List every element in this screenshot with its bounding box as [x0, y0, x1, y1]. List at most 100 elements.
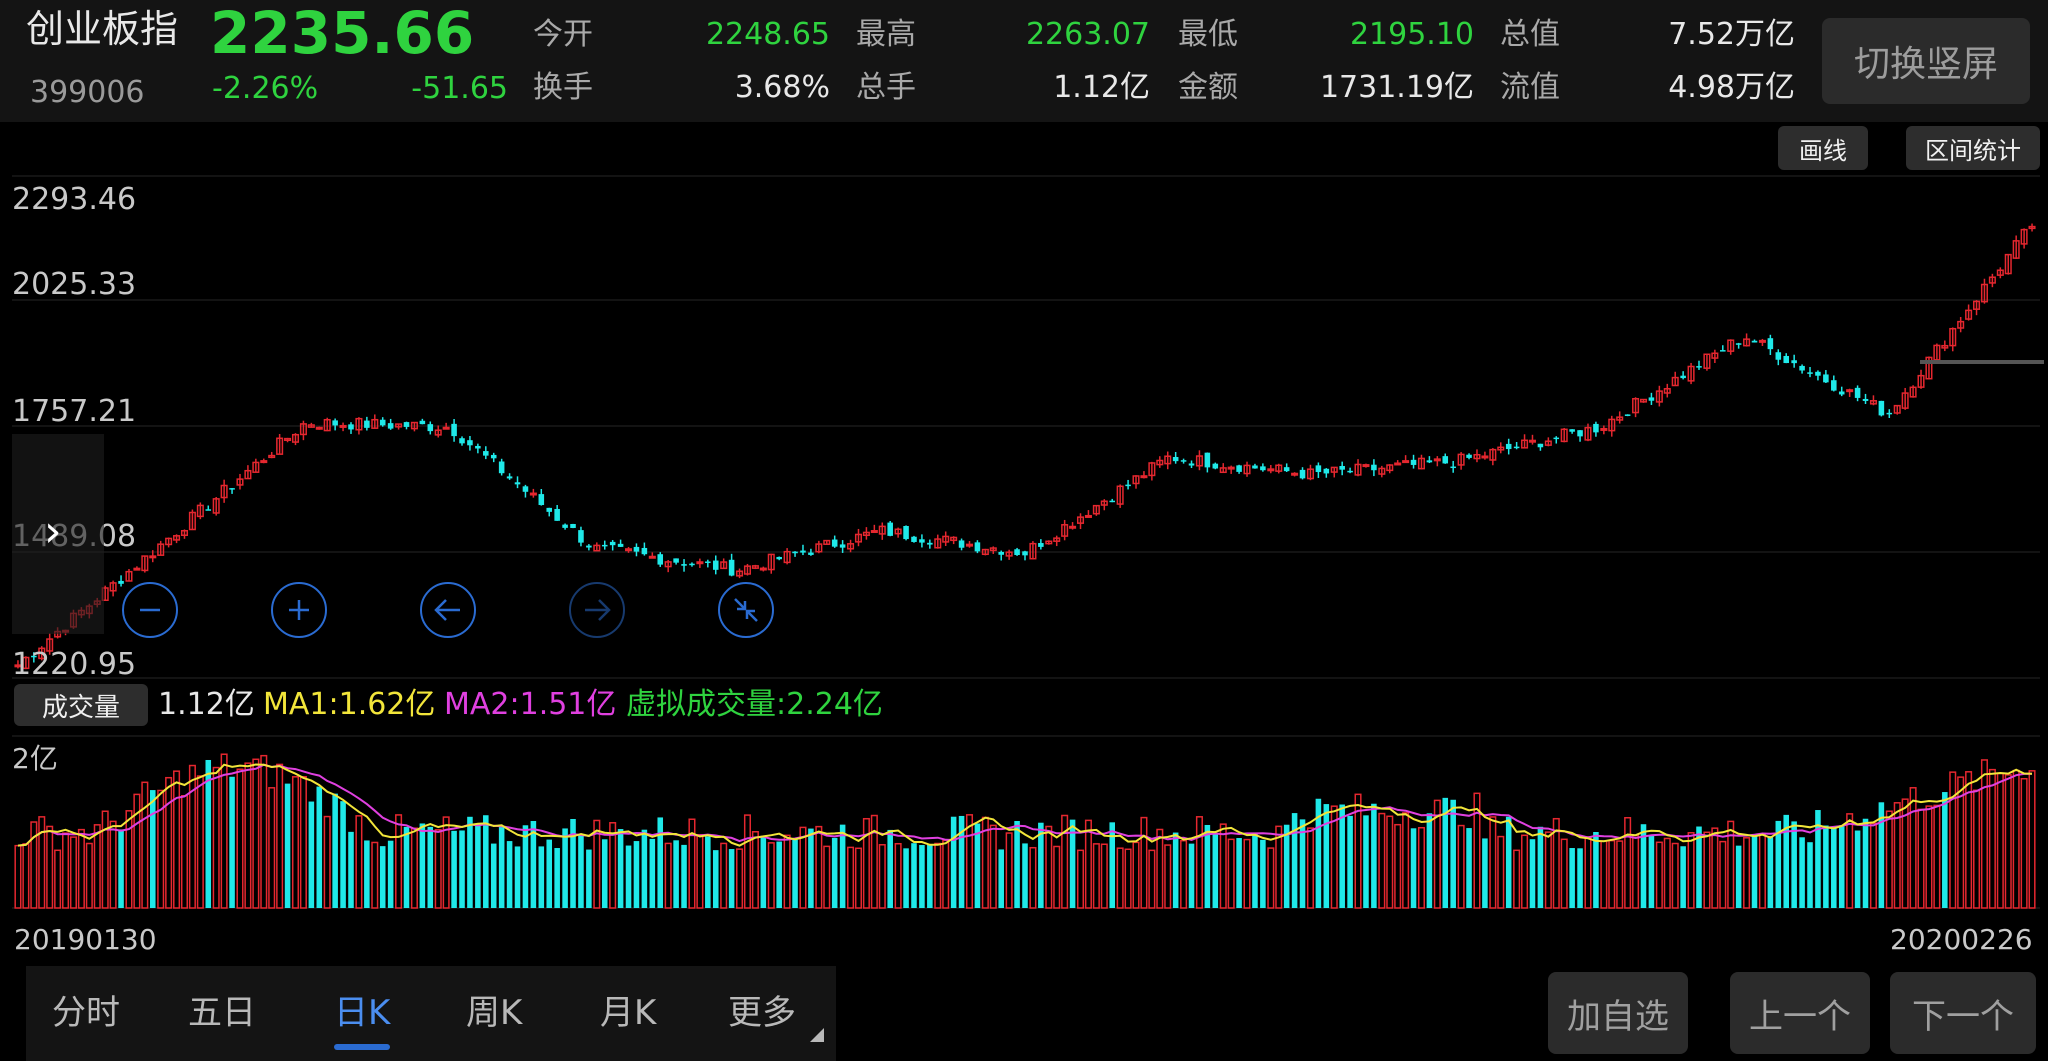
volume-bar — [712, 850, 719, 908]
volume-bar — [854, 847, 863, 909]
candle-body — [109, 582, 117, 592]
draw-line-button[interactable]: 画线 — [1778, 126, 1868, 170]
volume-bar — [475, 823, 481, 908]
volume-bar — [965, 814, 974, 909]
candle-body — [1260, 466, 1266, 471]
chevron-right-icon[interactable]: › — [44, 506, 62, 557]
high-value: 2263.07 — [1025, 17, 1150, 52]
candle-body — [1988, 276, 1996, 284]
scroll-right-button[interactable] — [569, 582, 625, 638]
volume-bar — [1045, 825, 1053, 909]
volume-bar — [815, 825, 823, 909]
volume-bar — [291, 776, 300, 909]
volume-bar — [1544, 831, 1552, 909]
candle-body — [1624, 414, 1631, 416]
candle-body — [1696, 366, 1702, 368]
volume-bar — [1838, 825, 1845, 908]
expand-panel-handle[interactable] — [12, 434, 104, 634]
candle-body — [657, 554, 664, 565]
volume-bar — [1116, 847, 1124, 909]
candle-body — [1751, 340, 1758, 343]
volume-bar — [1330, 805, 1338, 909]
candle-body — [1703, 353, 1711, 369]
low-label: 最低 — [1178, 17, 1238, 52]
volume-bar — [1521, 834, 1529, 909]
volume-bar — [1823, 825, 1829, 908]
candle-body — [1933, 344, 1941, 361]
zoom-out-button[interactable] — [122, 582, 178, 638]
volume-bar — [1084, 819, 1092, 909]
add-watchlist-button[interactable]: 加自选 — [1548, 972, 1688, 1054]
tab-monthly-k[interactable]: 月K — [600, 993, 657, 1033]
zoom-in-button[interactable] — [271, 582, 327, 638]
volume-bar — [751, 831, 759, 909]
volume-bar — [696, 834, 704, 909]
candle-body — [1084, 514, 1092, 518]
candle-body — [815, 543, 823, 553]
candle-body — [371, 418, 379, 429]
tab-more[interactable]: 更多 — [728, 993, 796, 1033]
candle-body — [1069, 525, 1077, 529]
volume-bar — [1219, 823, 1227, 909]
volume-bar — [1862, 818, 1869, 908]
candle-body — [1219, 467, 1227, 474]
candle-body — [483, 451, 489, 456]
candle-body — [1680, 375, 1686, 379]
volume-bar — [323, 815, 331, 909]
scroll-left-button[interactable] — [420, 582, 476, 638]
candle-body — [434, 429, 442, 436]
candle-body — [664, 561, 672, 568]
indicator-select-button[interactable]: 成交量 — [14, 684, 148, 726]
switch-portrait-button[interactable]: 切换竖屏 — [1822, 18, 2030, 104]
candle-body — [919, 539, 925, 543]
candle-body — [1497, 446, 1505, 451]
candle-body — [1354, 463, 1362, 476]
volume-bar — [1022, 843, 1028, 908]
volume-bar — [1195, 816, 1203, 909]
volume-series — [14, 753, 2036, 909]
candle-body — [427, 424, 434, 432]
volume-bar — [1640, 824, 1647, 908]
candle-body — [410, 421, 418, 430]
candle-body — [1544, 440, 1552, 446]
candle-body — [1521, 439, 1529, 449]
reset-zoom-button[interactable] — [718, 582, 774, 638]
previous-button[interactable]: 上一个 — [1730, 972, 1870, 1054]
volume-bar — [77, 828, 85, 909]
volume-bar — [1347, 815, 1353, 908]
candle-body — [823, 539, 831, 545]
tab-five-day[interactable]: 五日 — [188, 993, 256, 1033]
volume-bar — [1869, 822, 1877, 909]
candle-body — [759, 567, 767, 571]
tab-intraday[interactable]: 分时 — [52, 993, 120, 1033]
candle-body — [1212, 463, 1219, 469]
candle-body — [554, 508, 560, 521]
tab-daily-k[interactable]: 日K — [334, 993, 391, 1033]
tab-weekly-k[interactable]: 周K — [466, 993, 523, 1033]
candle-body — [395, 423, 403, 428]
volume-bar — [1394, 823, 1402, 909]
candle-body — [1299, 469, 1306, 479]
volume-bar — [1767, 836, 1774, 908]
candle-body — [451, 423, 457, 437]
candle-body — [546, 507, 553, 512]
volume-bar — [483, 815, 489, 908]
start-date: 20190130 — [14, 923, 157, 956]
candle-body — [323, 418, 331, 432]
candle-body — [1537, 443, 1544, 448]
candle-body — [1799, 365, 1805, 371]
candle-body — [1838, 391, 1845, 395]
price-chart[interactable] — [0, 170, 2048, 690]
next-button[interactable]: 下一个 — [1890, 972, 2036, 1054]
volume-bar — [911, 843, 917, 908]
volume-chart[interactable] — [0, 730, 2048, 910]
range-stats-button[interactable]: 区间统计 — [1906, 126, 2040, 170]
candle-body — [1513, 446, 1520, 449]
volume-bar — [878, 844, 886, 909]
candle-body — [529, 492, 537, 496]
volume-bar — [1783, 814, 1789, 908]
candle-body — [364, 420, 370, 428]
candle-body — [958, 540, 965, 548]
volume-bar — [823, 845, 831, 909]
candle-body — [1807, 372, 1813, 374]
